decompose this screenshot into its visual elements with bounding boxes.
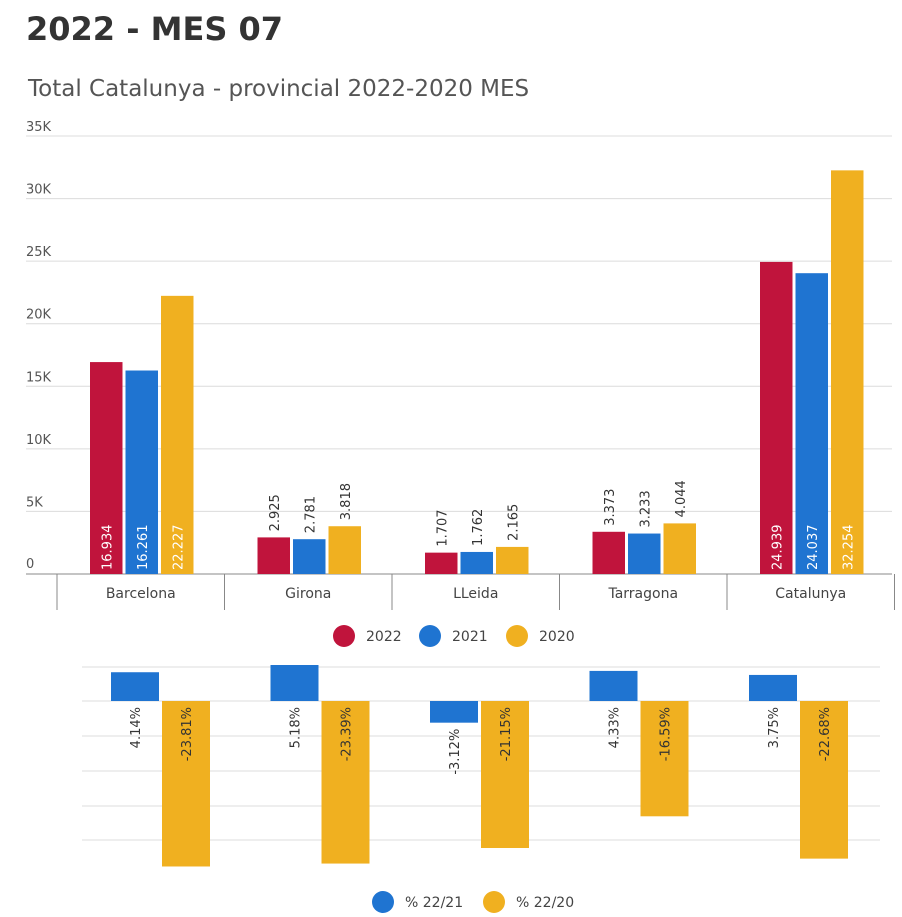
pct-data-label: -22.68%	[818, 707, 833, 761]
legend-marker	[372, 891, 394, 913]
pct-bar-22-21-tarragona[interactable]	[589, 670, 638, 701]
data-label: 1.762	[471, 509, 486, 546]
data-label: 2.165	[506, 504, 521, 541]
data-label: 22.227	[171, 525, 186, 571]
bar-2020-lleida[interactable]	[496, 546, 529, 574]
pct-bar-22-20-catalunya[interactable]	[800, 701, 848, 859]
pct-data-label: -16.59%	[659, 707, 674, 761]
bar-2022-girona[interactable]	[257, 537, 291, 574]
category-label: Barcelona	[106, 586, 176, 602]
legend-label: 2020	[539, 629, 575, 645]
data-label: 3.818	[339, 483, 354, 520]
pct-data-label: -3.12%	[448, 729, 463, 775]
pct-data-label: -23.39%	[340, 707, 355, 761]
bar-2021-girona[interactable]	[293, 539, 326, 574]
bar-2022-barcelona[interactable]	[90, 362, 123, 574]
page-title: 2022 - MES 07	[26, 10, 284, 48]
pct-bar-22-21-barcelona[interactable]	[111, 672, 159, 701]
pct-data-label: 5.18%	[289, 707, 304, 748]
pct-bar-22-20-tarragona[interactable]	[640, 701, 689, 817]
data-label: 16.934	[100, 525, 115, 571]
data-label: 3.373	[603, 489, 618, 526]
data-label: 3.233	[638, 490, 653, 527]
pct-bar-22-21-catalunya[interactable]	[749, 674, 797, 701]
bar-2021-barcelona[interactable]	[125, 370, 159, 574]
data-label: 2.925	[268, 494, 283, 531]
category-label: Girona	[285, 586, 331, 602]
bar-2020-catalunya[interactable]	[831, 170, 864, 574]
bar-2021-tarragona[interactable]	[628, 533, 661, 574]
y-tick-label: 5K	[26, 495, 43, 510]
pct-bar-22-20-barcelona[interactable]	[162, 701, 210, 867]
data-label: 1.707	[435, 509, 450, 546]
pct-data-label: -23.81%	[180, 707, 195, 761]
bar-2020-tarragona[interactable]	[663, 523, 697, 574]
y-tick-label: 0	[26, 557, 34, 572]
pct-bar-22-20-girona[interactable]	[321, 701, 370, 864]
legend-marker	[483, 891, 505, 913]
data-label: 2.781	[303, 496, 318, 533]
y-tick-label: 20K	[26, 308, 52, 323]
data-label: 4.044	[674, 480, 689, 517]
data-label: 32.254	[841, 525, 856, 571]
legend-marker	[333, 625, 355, 647]
bar-2020-girona[interactable]	[328, 526, 362, 574]
pct-data-label: 4.33%	[608, 707, 623, 748]
data-label: 24.037	[806, 525, 821, 571]
data-label: 24.939	[770, 525, 785, 571]
pct-bar-22-21-lleida[interactable]	[430, 701, 478, 723]
legend-label: % 22/20	[516, 895, 574, 911]
pct-data-label: 3.75%	[767, 707, 782, 748]
legend-marker	[419, 625, 441, 647]
pct-data-label: 4.14%	[129, 707, 144, 748]
bar-2021-catalunya[interactable]	[795, 273, 829, 574]
y-tick-label: 35K	[26, 120, 52, 135]
chart-title: Total Catalunya - provincial 2022-2020 M…	[28, 76, 530, 102]
bar-2022-tarragona[interactable]	[592, 531, 626, 574]
pct-bar-22-20-lleida[interactable]	[481, 701, 529, 848]
pct-data-label: -21.15%	[499, 707, 514, 761]
legend-marker	[506, 625, 528, 647]
category-label: Tarragona	[607, 586, 678, 602]
y-tick-label: 15K	[26, 370, 52, 385]
data-label: 16.261	[136, 525, 151, 571]
category-label: Catalunya	[775, 586, 846, 602]
y-tick-label: 25K	[26, 245, 52, 260]
legend-label: 2022	[366, 629, 402, 645]
bar-2020-barcelona[interactable]	[161, 295, 194, 574]
y-tick-label: 10K	[26, 433, 52, 448]
legend-label: 2021	[452, 629, 488, 645]
category-label: LLeida	[453, 586, 498, 602]
bar-2022-catalunya[interactable]	[760, 261, 793, 574]
y-tick-label: 30K	[26, 183, 52, 198]
bar-2021-lleida[interactable]	[460, 551, 494, 574]
legend-label: % 22/21	[405, 895, 463, 911]
pct-bar-22-21-girona[interactable]	[270, 664, 319, 701]
bar-2022-lleida[interactable]	[425, 552, 458, 574]
